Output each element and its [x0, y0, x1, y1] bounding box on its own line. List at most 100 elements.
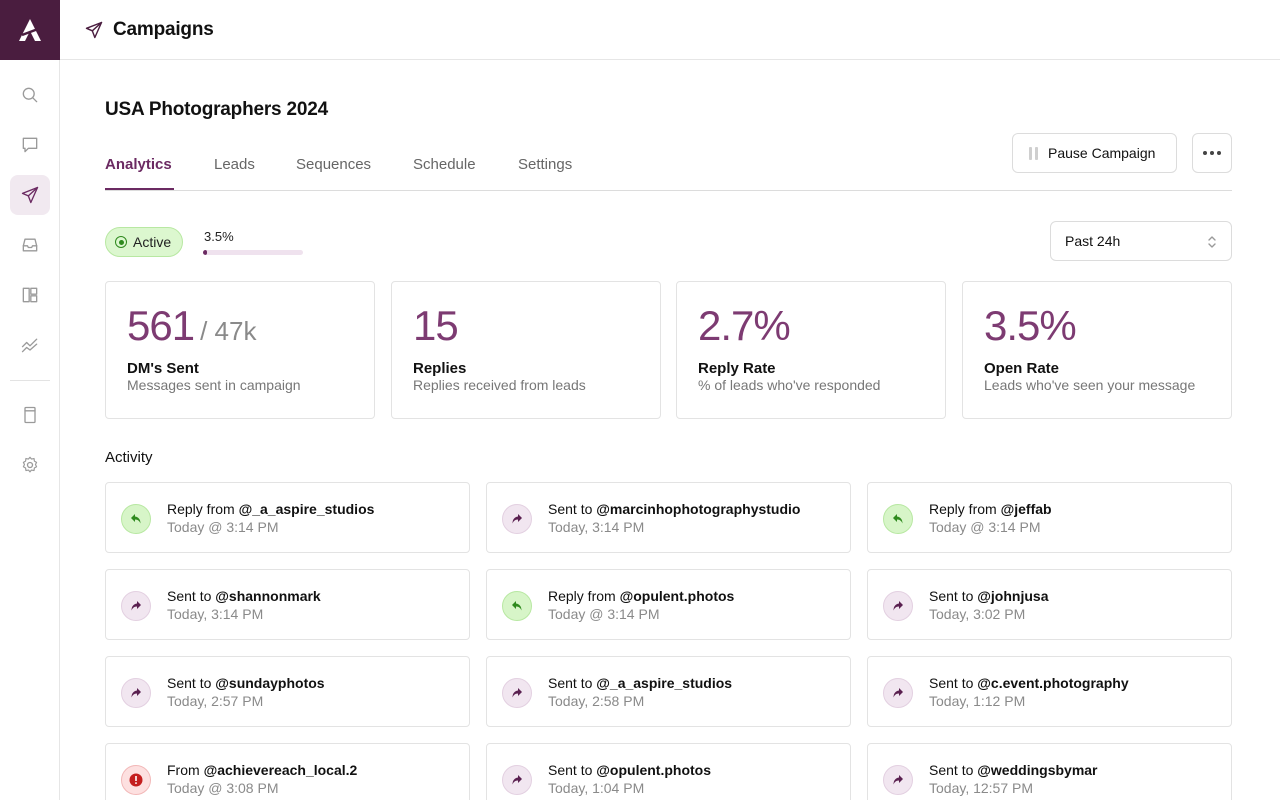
sidebar-divider — [10, 380, 50, 381]
activity-handle[interactable]: @opulent.photos — [619, 588, 735, 604]
activity-time: Today @ 3:14 PM — [167, 519, 279, 535]
activity-text: Reply from @_a_aspire_studios — [167, 501, 374, 517]
chart-icon — [21, 338, 38, 353]
activity-time: Today, 2:57 PM — [167, 693, 264, 709]
activity-time: Today, 12:57 PM — [929, 780, 1034, 796]
stat-description: Messages sent in campaign — [127, 377, 301, 393]
progress-bar — [203, 250, 303, 255]
stat-value: 2.7% — [698, 302, 791, 349]
tab-sequences[interactable]: Sequences — [296, 156, 372, 173]
time-range-select[interactable]: Past 24h — [1050, 221, 1232, 261]
tab-analytics[interactable]: Analytics — [105, 156, 172, 173]
activity-prefix: Reply from — [548, 588, 620, 604]
activity-item[interactable]: Reply from @opulent.photos Today @ 3:14 P… — [486, 569, 851, 640]
more-icon — [1203, 151, 1207, 155]
sent-arrow-icon — [502, 765, 532, 795]
stat-label: Open Rate — [984, 360, 1060, 377]
sent-arrow-icon — [121, 591, 151, 621]
activity-item[interactable]: Sent to @opulent.photos Today, 1:04 PM — [486, 743, 851, 800]
stat-value: 15 — [413, 302, 459, 349]
sent-arrow-icon — [883, 591, 913, 621]
reply-arrow-icon — [121, 504, 151, 534]
nav-campaigns[interactable] — [10, 175, 50, 215]
stat-description: Replies received from leads — [413, 377, 586, 393]
activity-handle[interactable]: @jeffab — [1000, 501, 1052, 517]
stat-total: / 47k — [200, 316, 257, 346]
stat-label: DM's Sent — [127, 360, 199, 377]
activity-text: Reply from @opulent.photos — [548, 588, 734, 604]
activity-item[interactable]: Sent to @sundayphotos Today, 2:57 PM — [105, 656, 470, 727]
activity-item[interactable]: Sent to @c.event.photography Today, 1:12 … — [867, 656, 1232, 727]
activity-handle[interactable]: @johnjusa — [977, 588, 1049, 604]
more-options-button[interactable] — [1192, 133, 1232, 173]
tab-schedule[interactable]: Schedule — [413, 156, 476, 173]
stat-card-replies: 15 Replies Replies received from leads — [391, 281, 661, 419]
tab-settings[interactable]: Settings — [518, 156, 573, 173]
activity-text: Sent to @marcinhophotographystudio — [548, 501, 800, 517]
activity-handle[interactable]: @weddingsbymar — [977, 762, 1098, 778]
activity-handle[interactable]: @shannonmark — [215, 588, 321, 604]
activity-prefix: Sent to — [167, 588, 216, 604]
activity-item[interactable]: Sent to @marcinhophotographystudio Today,… — [486, 482, 851, 553]
activity-heading: Activity — [105, 449, 153, 466]
nav-analytics[interactable] — [10, 325, 50, 365]
gear-icon — [22, 456, 38, 473]
activity-time: Today, 3:14 PM — [548, 519, 645, 535]
stat-value: 3.5% — [984, 302, 1077, 349]
activity-prefix: Sent to — [167, 675, 216, 691]
activity-item[interactable]: Reply from @_a_aspire_studios Today @ 3:1… — [105, 482, 470, 553]
pause-icon — [1029, 146, 1038, 160]
activity-item[interactable]: From @achievereach_local.2 Today @ 3:08 P… — [105, 743, 470, 800]
activity-time: Today, 2:58 PM — [548, 693, 645, 709]
stat-description: Leads who've seen your message — [984, 377, 1196, 393]
activity-text: From @achievereach_local.2 — [167, 762, 357, 778]
pause-campaign-button[interactable]: Pause Campaign — [1012, 133, 1177, 173]
logo-icon — [19, 19, 41, 41]
activity-handle[interactable]: @sundayphotos — [215, 675, 325, 691]
progress-fill — [203, 250, 207, 255]
activity-item[interactable]: Reply from @jeffab Today @ 3:14 PM — [867, 482, 1232, 553]
top-bar: Campaigns — [60, 0, 1280, 60]
nav-settings[interactable] — [10, 445, 50, 485]
chat-icon — [22, 137, 38, 153]
nav-inbox[interactable] — [10, 225, 50, 265]
activity-handle[interactable]: @_a_aspire_studios — [238, 501, 375, 517]
activity-item[interactable]: Sent to @shannonmark Today, 3:14 PM — [105, 569, 470, 640]
activity-handle[interactable]: @_a_aspire_studios — [596, 675, 733, 691]
activity-handle[interactable]: @achievereach_local.2 — [203, 762, 358, 778]
activity-prefix: Reply from — [929, 501, 1001, 517]
nav-templates[interactable] — [10, 275, 50, 315]
stat-label: Replies — [413, 360, 467, 377]
nav-search[interactable] — [10, 75, 50, 115]
nav-docs[interactable] — [10, 395, 50, 435]
activity-text: Sent to @sundayphotos — [167, 675, 325, 691]
sent-arrow-icon — [883, 678, 913, 708]
campaign-title: USA Photographers 2024 — [105, 99, 328, 120]
activity-time: Today @ 3:14 PM — [548, 606, 660, 622]
stat-card-open-rate: 3.5% Open Rate Leads who've seen your me… — [962, 281, 1232, 419]
activity-handle[interactable]: @c.event.photography — [977, 675, 1129, 691]
nav-messages[interactable] — [10, 125, 50, 165]
activity-item[interactable]: Sent to @weddingsbymar Today, 12:57 PM — [867, 743, 1232, 800]
activity-item[interactable]: Sent to @johnjusa Today, 3:02 PM — [867, 569, 1232, 640]
chevron-up-down-icon — [1207, 234, 1217, 250]
activity-handle[interactable]: @marcinhophotographystudio — [596, 501, 801, 517]
error-icon — [121, 765, 151, 795]
send-icon — [21, 186, 39, 204]
stat-label: Reply Rate — [698, 360, 776, 377]
tab-leads[interactable]: Leads — [214, 156, 255, 173]
activity-text: Sent to @_a_aspire_studios — [548, 675, 732, 691]
stat-card-reply-rate: 2.7% Reply Rate % of leads who've respon… — [676, 281, 946, 419]
sent-arrow-icon — [502, 504, 532, 534]
book-icon — [24, 406, 36, 424]
activity-prefix: Sent to — [929, 762, 978, 778]
activity-prefix: Sent to — [548, 762, 597, 778]
activity-time: Today @ 3:14 PM — [929, 519, 1041, 535]
activity-handle[interactable]: @opulent.photos — [596, 762, 712, 778]
activity-item[interactable]: Sent to @_a_aspire_studios Today, 2:58 PM — [486, 656, 851, 727]
app-logo[interactable] — [0, 0, 60, 60]
activity-prefix: Sent to — [548, 501, 597, 517]
activity-prefix: Sent to — [929, 588, 978, 604]
activity-text: Sent to @johnjusa — [929, 588, 1048, 604]
stat-description: % of leads who've responded — [698, 377, 881, 393]
